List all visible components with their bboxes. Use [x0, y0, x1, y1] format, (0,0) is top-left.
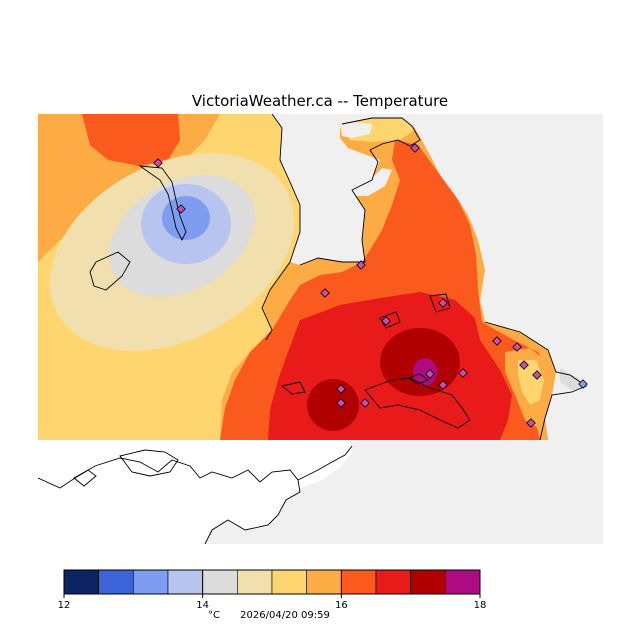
legend-swatch: [375, 569, 411, 595]
legend-swatch: [237, 569, 273, 595]
legend-swatch: [410, 569, 446, 595]
legend-tick-label: 14: [196, 600, 209, 611]
station-marker[interactable]: [578, 379, 588, 389]
legend-ticks: 12 14 16 18: [58, 570, 487, 611]
color-legend: 12 14 16 18 °C 2026/04/20 09:59: [58, 569, 487, 621]
station-marker[interactable]: [381, 316, 391, 326]
station-marker[interactable]: [153, 158, 163, 168]
water-features: [280, 122, 392, 265]
temperature-region-hot-core: [413, 358, 437, 386]
legend-timestamp: 2026/04/20 09:59: [240, 610, 330, 621]
strait-channel: [280, 128, 345, 265]
station-marker[interactable]: [176, 204, 186, 214]
station-marker[interactable]: [532, 370, 542, 380]
station-marker[interactable]: [492, 336, 502, 346]
coastline-bay-islands-2: [379, 311, 401, 329]
temperature-region-hot-nw: [82, 114, 180, 166]
station-marker[interactable]: [336, 398, 346, 408]
map-title: VictoriaWeather.ca -- Temperature: [192, 92, 448, 110]
legend-swatch: [445, 569, 481, 595]
coastline-bay-islands-3: [429, 293, 451, 313]
coastline-inner-islands: [138, 165, 187, 242]
land-no-data-south: [38, 440, 352, 544]
station-marker[interactable]: [410, 143, 420, 153]
coastline-small-island-west: [89, 251, 131, 291]
inlet-north: [340, 122, 372, 138]
coastline-south-island: [119, 449, 179, 477]
weather-stations: [153, 143, 588, 428]
legend-tick-label: 12: [58, 600, 71, 611]
temperature-region-darkred-west: [307, 379, 359, 431]
legend-swatch: [63, 569, 99, 595]
legend-tick-label: 16: [335, 600, 348, 611]
temperature-field: [38, 114, 586, 440]
legend-swatch: [306, 569, 342, 595]
station-marker[interactable]: [519, 360, 529, 370]
coastline-harbor-island: [406, 373, 429, 385]
coastline-south-mainland: [38, 457, 301, 544]
coastlines: [38, 114, 587, 544]
station-marker[interactable]: [512, 342, 522, 352]
temperature-region-cold-core: [162, 196, 210, 240]
station-marker[interactable]: [438, 298, 448, 308]
coastline-south-small: [73, 469, 97, 487]
inlet-central: [350, 168, 392, 196]
station-marker[interactable]: [526, 418, 536, 428]
station-marker[interactable]: [336, 384, 346, 394]
legend-swatch: [202, 569, 238, 595]
station-marker[interactable]: [425, 369, 435, 379]
coastline-east-peninsula: [484, 321, 587, 441]
legend-swatch: [271, 569, 307, 595]
map-plot: [38, 114, 588, 544]
legend-swatch: [167, 569, 203, 595]
coastline-bay-islands-1: [280, 381, 306, 395]
station-marker[interactable]: [438, 380, 448, 390]
legend-swatches: [63, 569, 481, 595]
coastline-inner-harbor: [364, 377, 471, 429]
coastline-south-bay: [297, 445, 353, 481]
legend-unit: °C: [208, 610, 220, 621]
station-marker[interactable]: [458, 368, 468, 378]
coastline-olympic: [261, 114, 301, 341]
legend-swatch: [341, 569, 377, 595]
legend-swatch: [133, 569, 169, 595]
legend-swatch: [98, 569, 134, 595]
station-marker[interactable]: [360, 398, 370, 408]
station-marker[interactable]: [320, 288, 330, 298]
legend-tick-label: 18: [474, 600, 487, 611]
station-marker[interactable]: [356, 260, 366, 270]
